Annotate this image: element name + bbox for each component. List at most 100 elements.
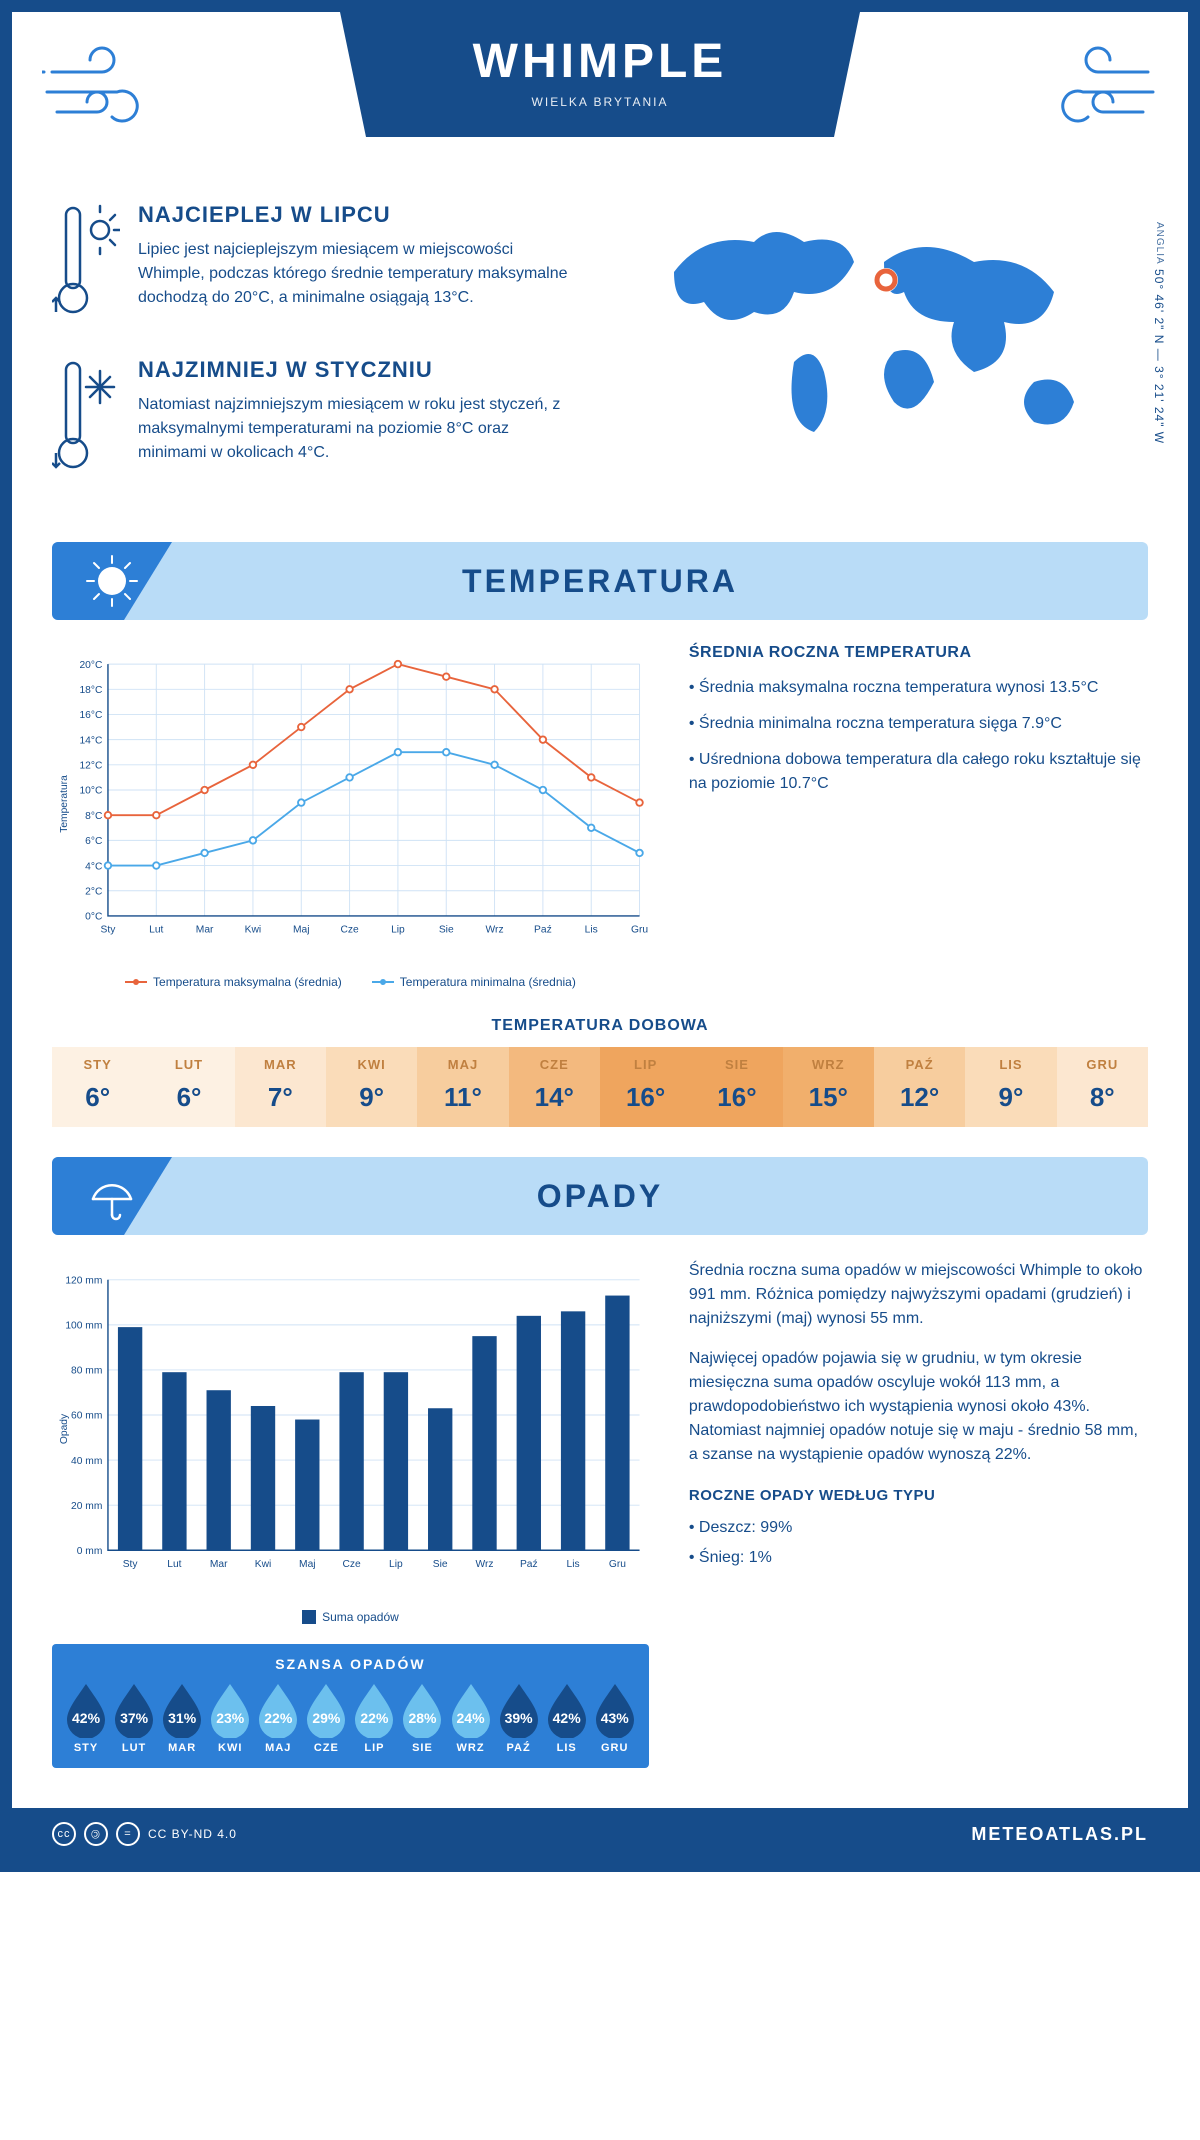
precip-bytype-title: ROCZNE OPADY WEDŁUG TYPU: [689, 1485, 1148, 1508]
thermometer-snow-icon: [52, 357, 120, 482]
temp-summary-bullet: • Średnia maksymalna roczna temperatura …: [689, 676, 1148, 700]
world-map-icon: [620, 202, 1148, 462]
fact-hottest-body: Lipiec jest najcieplejszym miesiącem w m…: [138, 238, 580, 310]
svg-text:Lis: Lis: [585, 925, 598, 936]
daily-month: WRZ: [783, 1057, 874, 1072]
svg-text:16°C: 16°C: [79, 710, 103, 721]
rain-chance-month: WRZ: [448, 1742, 494, 1754]
fact-coldest: NAJZIMNIEJ W STYCZNIU Natomiast najzimni…: [52, 357, 580, 482]
temperature-chart: 0°C2°C4°C6°C8°C10°C12°C14°C16°C18°C20°CS…: [52, 644, 649, 989]
rain-chance-item: 42%LIS: [544, 1682, 590, 1754]
svg-text:Gru: Gru: [609, 1559, 626, 1570]
svg-text:Cze: Cze: [340, 925, 359, 936]
raindrop-icon: 42%: [63, 1682, 109, 1738]
raindrop-icon: 31%: [159, 1682, 205, 1738]
daily-temp-title: TEMPERATURA DOBOWA: [52, 1017, 1148, 1035]
daily-month: PAŹ: [874, 1057, 965, 1072]
daily-cell: MAJ11°: [417, 1047, 508, 1127]
legend-item: Temperatura maksymalna (średnia): [125, 975, 342, 989]
raindrop-icon: 22%: [351, 1682, 397, 1738]
raindrop-icon: 28%: [399, 1682, 445, 1738]
daily-cell: CZE 14°: [509, 1047, 600, 1127]
temp-summary-bullet: • Uśredniona dobowa temperatura dla całe…: [689, 748, 1148, 796]
rain-chance-item: 43% GRU: [592, 1682, 638, 1754]
rain-chance-month: GRU: [592, 1742, 638, 1754]
rain-chance-item: 37%LUT: [111, 1682, 157, 1754]
section-head-temperature: TEMPERATURA: [52, 542, 1148, 620]
daily-cell: WRZ 15°: [783, 1047, 874, 1127]
daily-value: 14°: [509, 1082, 600, 1113]
license: cc 🄯 = CC BY-ND 4.0: [52, 1822, 237, 1846]
fact-coldest-title: NAJZIMNIEJ W STYCZNIU: [138, 357, 580, 383]
by-icon: 🄯: [84, 1822, 108, 1846]
daily-value: 15°: [783, 1082, 874, 1113]
precip-bytype-item: • Deszcz: 99%: [689, 1516, 1148, 1540]
svg-text:Paź: Paź: [520, 1559, 538, 1570]
daily-month: MAR: [235, 1057, 326, 1072]
rain-chance-month: LIP: [351, 1742, 397, 1754]
svg-text:20 mm: 20 mm: [71, 1501, 102, 1512]
rain-chance-month: PAŹ: [496, 1742, 542, 1754]
daily-cell: SIE16°: [691, 1047, 782, 1127]
svg-text:Sie: Sie: [439, 925, 454, 936]
daily-month: KWI: [326, 1057, 417, 1072]
precip-p1: Średnia roczna suma opadów w miejscowośc…: [689, 1259, 1148, 1331]
fact-coldest-body: Natomiast najzimniejszym miesiącem w rok…: [138, 393, 580, 465]
location-subtitle: WIELKA BRYTANIA: [340, 95, 860, 109]
svg-text:Lut: Lut: [149, 925, 163, 936]
raindrop-icon: 29%: [303, 1682, 349, 1738]
title-banner: WHIMPLE WIELKA BRYTANIA: [340, 12, 860, 137]
daily-cell: GRU8°: [1057, 1047, 1148, 1127]
svg-text:Wrz: Wrz: [475, 1559, 493, 1570]
precip-legend: Suma opadów: [52, 1610, 649, 1624]
raindrop-icon: 23%: [207, 1682, 253, 1738]
daily-month: SIE: [691, 1057, 782, 1072]
fact-hottest: NAJCIEPLEJ W LIPCU Lipiec jest najcieple…: [52, 202, 580, 327]
daily-month: LIP: [600, 1057, 691, 1072]
svg-text:8°C: 8°C: [85, 811, 103, 822]
wind-icon-right: [1018, 42, 1158, 132]
svg-text:20°C: 20°C: [79, 660, 103, 671]
svg-text:4°C: 4°C: [85, 861, 103, 872]
temperature-legend: Temperatura maksymalna (średnia)Temperat…: [52, 975, 649, 989]
daily-month: CZE: [509, 1057, 600, 1072]
daily-value: 16°: [600, 1082, 691, 1113]
daily-cell: KWI9°: [326, 1047, 417, 1127]
svg-text:6°C: 6°C: [85, 836, 103, 847]
daily-month: LUT: [143, 1057, 234, 1072]
svg-text:Temperatura: Temperatura: [59, 775, 70, 833]
daily-month: GRU: [1057, 1057, 1148, 1072]
rain-chance-panel: SZANSA OPADÓW 42%STY37%LUT31%MAR23%KWI22…: [52, 1644, 649, 1768]
intro-facts: NAJCIEPLEJ W LIPCU Lipiec jest najcieple…: [52, 202, 580, 512]
daily-month: LIS: [965, 1057, 1056, 1072]
rain-chance-item: 39%PAŹ: [496, 1682, 542, 1754]
svg-text:Gru: Gru: [631, 925, 648, 936]
intro-row: NAJCIEPLEJ W LIPCU Lipiec jest najcieple…: [52, 202, 1148, 512]
wind-icon-left: [42, 42, 182, 132]
precip-text: Średnia roczna suma opadów w miejscowośc…: [689, 1259, 1148, 1768]
temperature-row: 0°C2°C4°C6°C8°C10°C12°C14°C16°C18°C20°CS…: [52, 644, 1148, 989]
svg-text:Lip: Lip: [391, 925, 405, 936]
daily-cell: PAŹ12°: [874, 1047, 965, 1127]
rain-chance-item: 22% LIP: [351, 1682, 397, 1754]
raindrop-icon: 37%: [111, 1682, 157, 1738]
world-map-box: ANGLIA 50° 46' 2" N — 3° 21' 24" W: [620, 202, 1148, 512]
coords-text: 50° 46' 2" N — 3° 21' 24" W: [1152, 269, 1166, 444]
svg-text:Paź: Paź: [534, 925, 552, 936]
temp-summary-title: ŚREDNIA ROCZNA TEMPERATURA: [689, 644, 1148, 662]
svg-text:Lip: Lip: [389, 1559, 403, 1570]
precip-p2: Najwięcej opadów pojawia się w grudniu, …: [689, 1347, 1148, 1467]
svg-text:12°C: 12°C: [79, 761, 103, 772]
precip-row: 0 mm20 mm40 mm60 mm80 mm100 mm120 mmOpad…: [52, 1259, 1148, 1768]
rain-chance-item: 24%WRZ: [448, 1682, 494, 1754]
daily-value: 9°: [965, 1082, 1056, 1113]
rain-chance-item: 42%STY: [63, 1682, 109, 1754]
rain-chance-title: SZANSA OPADÓW: [62, 1656, 639, 1672]
temperature-summary: ŚREDNIA ROCZNA TEMPERATURA • Średnia mak…: [689, 644, 1148, 989]
svg-text:Maj: Maj: [299, 1559, 316, 1570]
raindrop-icon: 43%: [592, 1682, 638, 1738]
content: NAJCIEPLEJ W LIPCU Lipiec jest najcieple…: [12, 202, 1188, 1808]
svg-text:Sie: Sie: [433, 1559, 448, 1570]
rain-chance-month: KWI: [207, 1742, 253, 1754]
precip-chart-box: 0 mm20 mm40 mm60 mm80 mm100 mm120 mmOpad…: [52, 1259, 649, 1768]
